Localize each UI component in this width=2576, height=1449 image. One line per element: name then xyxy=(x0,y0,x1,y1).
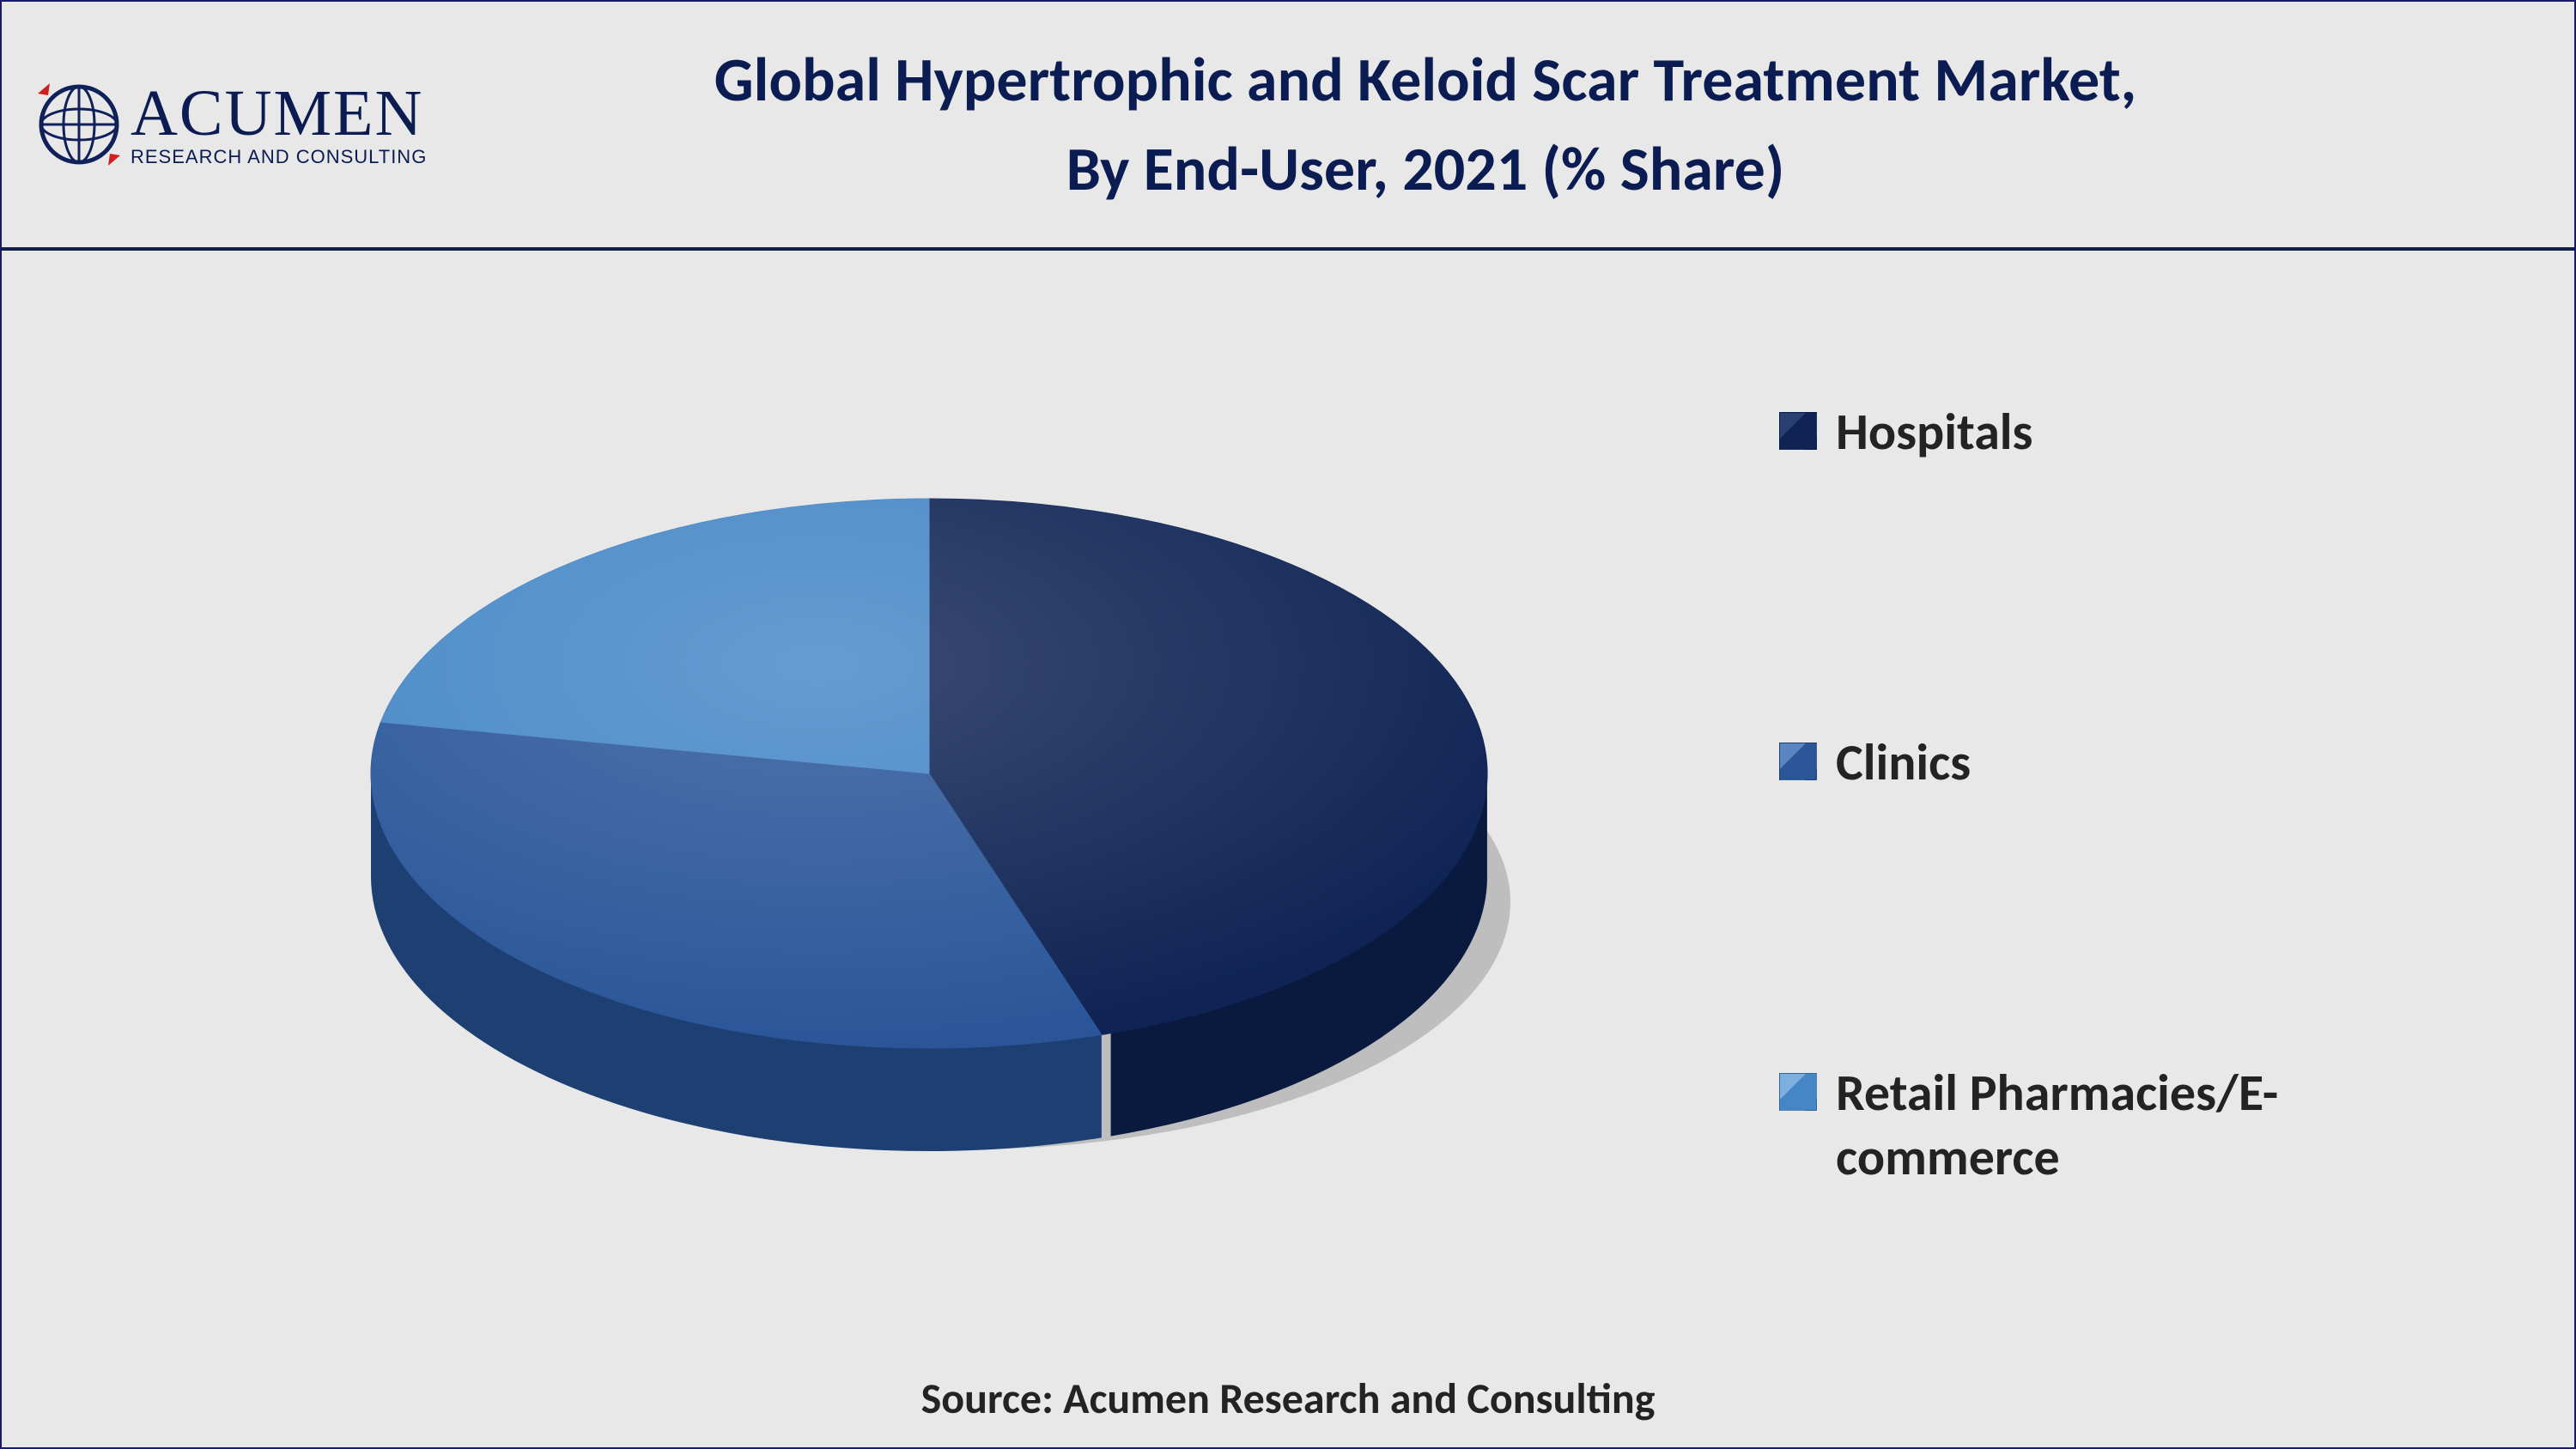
legend: Hospitals Clinics Retail Pharmacies/E-comm… xyxy=(1779,400,2483,1190)
legend-label: Retail Pharmacies/E-commerce xyxy=(1836,1061,2483,1190)
legend-item: Retail Pharmacies/E-commerce xyxy=(1779,1061,2483,1190)
logo: ACUMEN RESEARCH AND CONSULTING xyxy=(36,81,483,168)
legend-marker-icon xyxy=(1779,1073,1817,1111)
logo-globe-icon xyxy=(36,82,122,167)
legend-label: Clinics xyxy=(1836,731,1971,795)
pie-chart xyxy=(337,456,1522,1228)
logo-main-text: ACUMEN xyxy=(131,81,427,146)
legend-item: Clinics xyxy=(1779,731,2483,795)
chart-frame: ACUMEN RESEARCH AND CONSULTING Global Hy… xyxy=(0,0,2576,1449)
chart-body: Hospitals Clinics Retail Pharmacies/E-comm… xyxy=(2,254,2574,1447)
logo-text: ACUMEN RESEARCH AND CONSULTING xyxy=(131,81,427,168)
legend-item: Hospitals xyxy=(1779,400,2483,464)
chart-title-line1: Global Hypertrophic and Keloid Scar Trea… xyxy=(483,35,2368,124)
header: ACUMEN RESEARCH AND CONSULTING Global Hy… xyxy=(2,2,2574,251)
chart-title: Global Hypertrophic and Keloid Scar Trea… xyxy=(483,35,2540,215)
logo-sub-text: RESEARCH AND CONSULTING xyxy=(131,146,427,168)
legend-label: Hospitals xyxy=(1836,400,2032,464)
source-text: Source: Acumen Research and Consulting xyxy=(2,1373,2574,1425)
legend-marker-icon xyxy=(1779,743,1817,780)
legend-marker-icon xyxy=(1779,412,1817,450)
chart-title-line2: By End-User, 2021 (% Share) xyxy=(483,124,2368,214)
